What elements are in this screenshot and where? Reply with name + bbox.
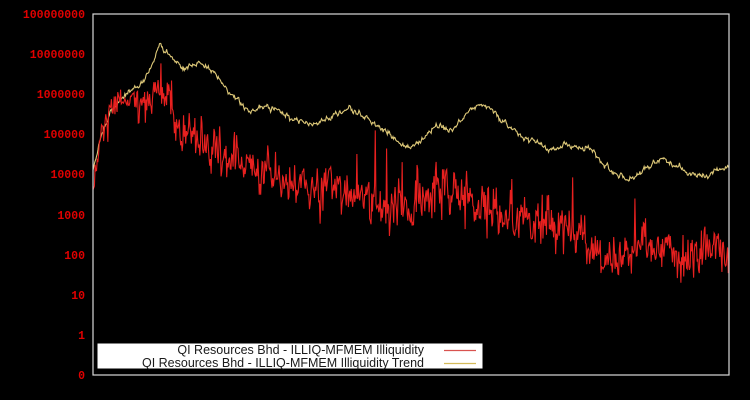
- svg-text:100: 100: [64, 250, 85, 263]
- svg-text:QI Resources Bhd - ILLIQ-MFMEM: QI Resources Bhd - ILLIQ-MFMEM Illiquidi…: [177, 343, 424, 357]
- svg-text:1: 1: [78, 330, 85, 343]
- svg-text:1000000: 1000000: [37, 89, 85, 102]
- svg-text:100000: 100000: [44, 129, 86, 142]
- svg-text:100000000: 100000000: [23, 9, 85, 22]
- svg-text:10: 10: [71, 290, 85, 303]
- svg-text:1000: 1000: [57, 210, 85, 223]
- svg-text:10000: 10000: [50, 169, 85, 182]
- svg-text:QI Resources Bhd - ILLIQ-MFMEM: QI Resources Bhd - ILLIQ-MFMEM Illiquidi…: [142, 356, 424, 370]
- svg-text:0: 0: [78, 370, 85, 383]
- svg-text:10000000: 10000000: [30, 49, 85, 62]
